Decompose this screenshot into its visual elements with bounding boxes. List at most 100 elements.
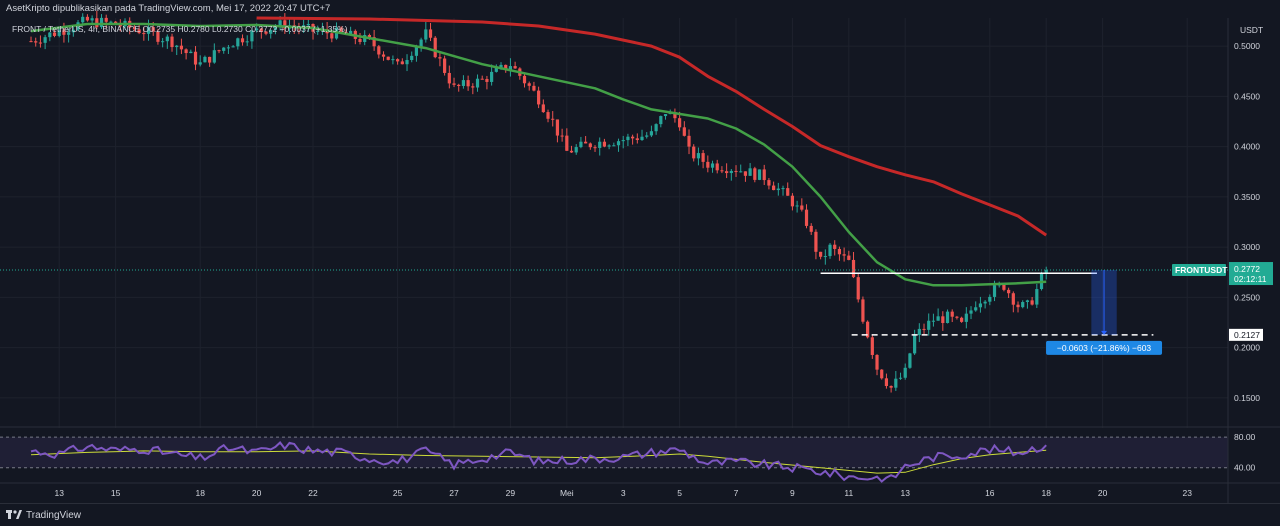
candle-up [236,37,240,50]
candle-body [29,41,33,43]
candle-down [193,46,198,71]
candle-body [372,37,376,47]
candle-down [602,138,607,148]
candle-down [819,251,823,260]
candle-down [396,58,400,65]
last-price-tag [1229,262,1273,286]
candle-down [734,165,738,177]
candle-body [960,317,964,322]
candle-body [748,168,752,176]
candle-body [593,147,597,149]
candle-body [212,50,216,63]
price-pane[interactable] [0,18,1228,426]
candle-body [414,46,419,56]
candle-body [198,62,202,65]
candle-body [161,41,165,43]
candle-down [184,48,188,60]
candle-down [706,155,710,173]
currency-label: USDT [1240,25,1263,35]
candle-up [776,182,780,196]
time-tick-label: 16 [985,488,995,498]
candle-down [837,246,842,261]
candle-down [480,75,484,80]
candle-body [52,32,57,36]
time-tick-label: 25 [393,488,403,498]
candle-up [781,185,785,196]
candle-up [203,55,207,63]
candle-body [485,78,489,82]
candle-body [687,135,691,147]
candle-body [725,171,729,174]
candle-down [372,29,376,51]
candle-body [866,321,870,338]
candle-body [461,80,466,86]
candle-body [250,30,254,42]
candle-down [804,204,809,229]
candle-up [983,300,987,309]
candle-up [607,144,611,150]
candle-body [814,231,818,252]
candlestick-series [29,10,1048,393]
candle-up [654,123,658,135]
candle-body [255,28,259,31]
time-tick-label: 9 [790,488,795,498]
candle-up [48,31,52,42]
candle-down [800,198,804,212]
candle-up [696,147,701,166]
time-tick-label: 20 [252,488,262,498]
candle-body [1002,284,1006,290]
candle-body [828,244,832,257]
candle-body [532,85,536,91]
candle-up [269,29,273,39]
candle-down [941,311,945,331]
candle-down [142,26,146,41]
candle-body [391,59,395,61]
candle-body [104,17,108,22]
publish-header: AsetKripto dipublikasikan pada TradingVi… [0,0,1280,18]
candle-down [555,119,560,143]
candle-down [156,28,160,45]
candle-body [1016,304,1020,308]
candle-body [306,23,310,26]
candle-up [917,323,921,343]
candle-down [485,75,489,90]
candle-body [950,311,954,317]
tradingview-logo[interactable]: TradingView [6,510,81,521]
candle-body [95,18,99,28]
candle-body [809,225,813,232]
price-chart[interactable]: −0.0603 (−21.86%) −603 FRONT / TetherUS,… [0,0,1280,503]
candle-body [889,386,893,388]
candle-up [189,49,193,54]
candle-down [875,354,879,376]
price-tick-label: 0.3500 [1234,192,1260,202]
candle-body [819,251,823,257]
candle-up [748,163,752,176]
candle-down [386,56,390,61]
candle-body [48,32,52,38]
candle-body [621,140,625,142]
candle-body [433,37,437,58]
candle-body [259,28,263,32]
candle-down [753,166,757,183]
candle-down [438,52,442,67]
candle-up [612,142,616,147]
time-tick-label: 23 [1182,488,1192,498]
candle-body [842,254,846,256]
candle-down [513,61,517,69]
candle-body [1021,302,1025,308]
rsi-band-fill [0,437,1228,468]
candle-body [240,38,245,43]
candle-body [837,248,842,255]
candle-body [908,353,912,368]
candle-down [104,14,108,28]
candle-up [710,160,715,173]
rsi-line [30,441,1047,483]
candle-body [654,124,658,132]
price-tick-label: 0.2000 [1234,343,1260,353]
candle-up [410,51,414,63]
candle-body [189,51,193,54]
candle-body [283,20,287,29]
tradingview-brand: TradingView [26,509,82,521]
candle-body [767,180,771,186]
candle-down [772,181,776,191]
